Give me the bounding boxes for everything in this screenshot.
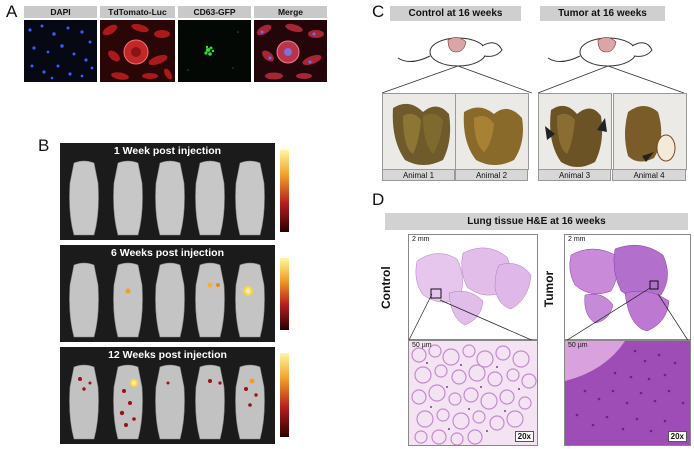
panel-b-letter: B [38,136,50,155]
tumor-scale-2mm: 2 mm [568,236,586,243]
bli-row-3-image: 12 Weeks post injection [60,347,275,444]
label-tdtomato: TdTomato-Luc [100,6,175,18]
control-scale-2mm: 2 mm [412,236,430,243]
label-dapi: DAPI [24,6,97,18]
dapi-image [24,20,97,82]
control-scale-50um: 50 µm [412,342,432,349]
tumor-16wk-title: Tumor at 16 weeks [540,6,665,21]
bli-row-3-colorbar [280,353,289,437]
animal-1-photo [382,93,456,170]
bli-row-2-colorbar [280,258,289,330]
control-low-mag-image: 2 mm [408,234,538,340]
bli-row-1-image: 1 Week post injection [60,143,275,240]
bli-row-1-colorbar [280,150,289,232]
control-side-label: Control [379,266,393,309]
animal-1-caption: Animal 1 [382,169,455,181]
control-16wk-title: Control at 16 weeks [390,6,521,21]
merge-image [254,20,327,82]
tumor-scale-50um: 50 µm [568,342,588,349]
mouse-zoom-illustration [381,37,685,94]
animal-2-photo [455,93,529,170]
animal-3-caption: Animal 3 [538,169,611,181]
bli-row-2-title: 6 Weeks post injection [110,247,224,259]
he-zoom-lines [408,288,690,342]
tumor-high-mag-image: 50 µm 20x [564,340,691,446]
cd63-gfp-image [178,20,251,82]
panel-c-letter: C [372,2,385,21]
tumor-magnification: 20x [667,431,687,442]
label-cd63: CD63-GFP [178,6,251,18]
he-title: Lung tissue H&E at 16 weeks [385,213,688,230]
animal-3-photo [538,93,612,170]
animal-2-caption: Animal 2 [455,169,528,181]
panel-a-letter: A [6,2,18,21]
control-magnification: 20x [514,431,534,442]
bli-row-2-image: 6 Weeks post injection [60,245,275,342]
label-merge: Merge [254,6,327,18]
bli-row-1-title: 1 Week post injection [113,145,222,157]
control-high-mag-image: 50 µm 20x [408,340,538,446]
panel-d-letter: D [372,190,385,209]
tumor-low-mag-image: 2 mm [564,234,691,340]
tdtomato-image [100,20,175,82]
animal-4-caption: Animal 4 [612,169,686,181]
animal-4-photo [613,93,687,170]
bli-row-3-title: 12 Weeks post injection [108,349,227,361]
